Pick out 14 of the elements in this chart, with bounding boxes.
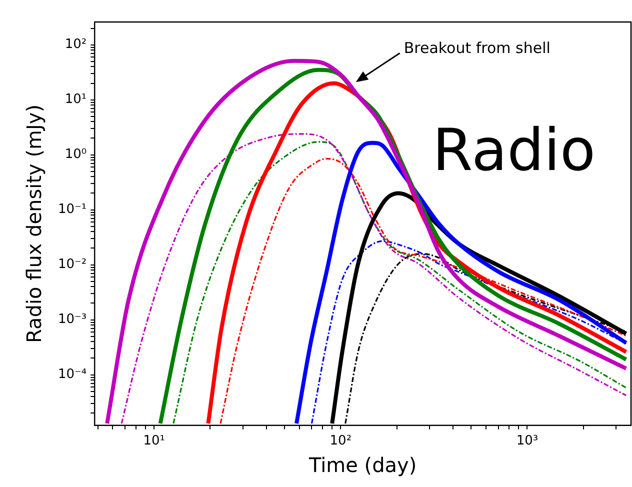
y-tick-label: 10⁻⁴ xyxy=(58,367,87,382)
y-axis-title: Radio flux density (mJy) xyxy=(22,104,46,343)
x-tick-label: 10² xyxy=(330,434,352,449)
annotation: Radio xyxy=(432,116,596,184)
x-axis-title: Time (day) xyxy=(308,453,417,478)
y-tick-label: 10¹ xyxy=(64,92,87,108)
x-tick-label: 10¹ xyxy=(143,434,165,449)
y-tick-label: 10⁻² xyxy=(58,257,87,272)
y-tick-label: 10⁻³ xyxy=(58,312,87,328)
x-tick-label: 10³ xyxy=(516,434,538,449)
annotation: Breakout from shell xyxy=(404,38,550,57)
y-tick-label: 10² xyxy=(64,37,87,52)
y-tick-label: 10⁻¹ xyxy=(58,202,87,218)
y-tick-label: 10⁰ xyxy=(64,147,87,162)
